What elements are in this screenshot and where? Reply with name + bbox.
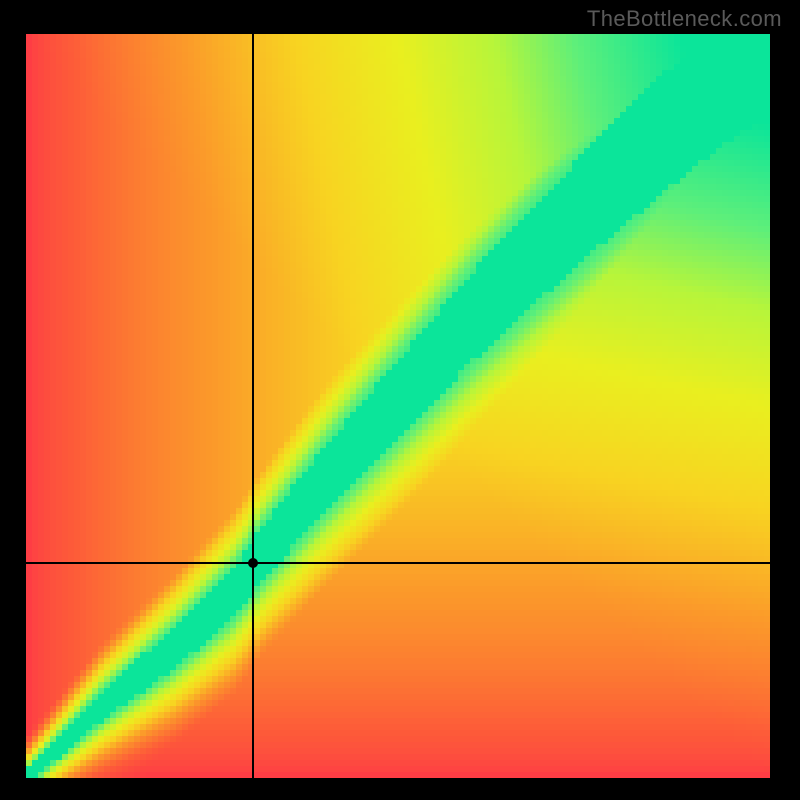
crosshair-horizontal — [26, 562, 770, 563]
bottleneck-heatmap — [26, 34, 770, 778]
crosshair-marker — [248, 558, 258, 568]
crosshair-vertical — [252, 34, 253, 778]
watermark-text: TheBottleneck.com — [587, 6, 782, 32]
